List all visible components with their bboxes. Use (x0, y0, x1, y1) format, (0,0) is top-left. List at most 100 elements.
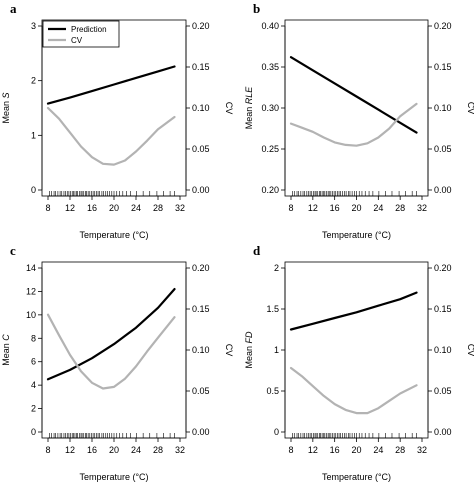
y-axis-title-variable: S (1, 92, 11, 98)
y-right-axis-title: CV (466, 344, 474, 357)
y-right-tick-label: 0.05 (192, 386, 210, 396)
y-tick-label: 4 (31, 380, 36, 390)
y-right-tick-label: 0.20 (434, 263, 452, 273)
x-tick-label: 32 (417, 445, 427, 455)
y-tick-label: 2 (31, 404, 36, 414)
y-right-tick-label: 0.05 (192, 144, 210, 154)
y-right-tick-label: 0.15 (434, 62, 452, 72)
rug-ticks (49, 433, 175, 438)
panel-d: 8 12 16 20 24 28 32 Temperature (°C) 0 0.5 1 1.5 2 Me… (244, 243, 474, 482)
y-tick-label: 0 (31, 427, 36, 437)
y-right-tick-label: 0.20 (192, 263, 210, 273)
y-right-tick-label: 0.00 (192, 185, 210, 195)
x-tick-label: 12 (308, 203, 318, 213)
y-right-tick-label: 0.15 (192, 62, 210, 72)
y-axis-right: 0.00 0.05 0.10 0.15 0.20 (427, 21, 452, 195)
x-tick-label: 12 (65, 203, 75, 213)
y-tick-label: 12 (26, 286, 36, 296)
x-tick-label: 32 (175, 203, 185, 213)
x-axis-title: Temperature (°C) (79, 472, 148, 482)
prediction-series-line (46, 288, 176, 381)
cv-series-line (289, 366, 418, 415)
y-tick-label: 1 (274, 345, 279, 355)
cv-series-line (46, 313, 176, 390)
y-axis-right: 0.00 0.05 0.10 0.15 0.20 (185, 263, 210, 437)
y-right-tick-label: 0.20 (434, 21, 452, 31)
y-tick-label: 2 (31, 76, 36, 86)
y-tick-label: 0 (31, 185, 36, 195)
prediction-series-line (289, 291, 418, 331)
x-tick-label: 16 (87, 203, 97, 213)
x-tick-label: 24 (373, 203, 383, 213)
y-tick-label: 3 (31, 21, 36, 31)
panel-label: b (253, 1, 260, 16)
x-tick-label: 12 (65, 445, 75, 455)
cv-series-line (46, 106, 176, 166)
x-tick-label: 12 (308, 445, 318, 455)
x-tick-label: 28 (153, 445, 163, 455)
y-axis-title-prefix: Mean (1, 341, 11, 366)
y-axis-title-variable: C (1, 334, 11, 341)
y-tick-label: 0.35 (261, 62, 279, 72)
y-tick-label: 6 (31, 357, 36, 367)
y-axis-left: 0 2 4 6 8 10 12 14 (26, 263, 43, 437)
y-tick-label: 0 (274, 427, 279, 437)
y-axis-title-variable: RLE (244, 86, 254, 105)
y-right-axis-title: CV (224, 102, 234, 115)
y-right-axis-title: CV (224, 344, 234, 357)
x-tick-label: 8 (288, 203, 293, 213)
y-right-tick-label: 0.10 (434, 345, 452, 355)
x-tick-label: 8 (45, 203, 50, 213)
x-tick-label: 20 (351, 445, 361, 455)
y-axis-title-prefix: Mean (244, 343, 254, 368)
x-tick-label: 16 (330, 445, 340, 455)
rug-ticks (292, 191, 417, 196)
x-axis: 8 12 16 20 24 28 32 (45, 195, 185, 213)
y-right-tick-label: 0.05 (434, 386, 452, 396)
legend: Prediction CV (42, 20, 120, 48)
y-axis-title: Mean RLE (244, 86, 254, 130)
y-tick-label: 1.5 (266, 304, 279, 314)
y-axis-title: Mean FD (244, 331, 254, 369)
prediction-series-line (46, 65, 176, 105)
y-axis-title-prefix: Mean (244, 104, 254, 129)
y-axis-left: 0.20 0.25 0.30 0.35 0.40 (261, 21, 286, 195)
y-right-tick-label: 0.20 (192, 21, 210, 31)
y-right-axis-title: CV (466, 102, 474, 115)
x-tick-label: 28 (395, 203, 405, 213)
y-tick-label: 0.25 (261, 144, 279, 154)
panel-label: c (10, 243, 16, 258)
x-tick-label: 20 (109, 445, 119, 455)
y-tick-label: 0.40 (261, 21, 279, 31)
x-tick-label: 28 (153, 203, 163, 213)
y-right-tick-label: 0.00 (192, 427, 210, 437)
y-tick-label: 1 (31, 130, 36, 140)
x-tick-label: 28 (395, 445, 405, 455)
y-tick-label: 10 (26, 310, 36, 320)
x-tick-label: 32 (175, 445, 185, 455)
y-right-tick-label: 0.00 (434, 427, 452, 437)
x-tick-label: 16 (87, 445, 97, 455)
x-tick-label: 24 (131, 445, 141, 455)
y-tick-label: 14 (26, 263, 36, 273)
legend-label: CV (71, 36, 83, 45)
y-axis-right: 0.00 0.05 0.10 0.15 0.20 (185, 21, 210, 195)
y-tick-label: 0.30 (261, 103, 279, 113)
y-axis-title: Mean S (1, 92, 11, 123)
x-tick-label: 32 (417, 203, 427, 213)
x-tick-label: 24 (131, 203, 141, 213)
prediction-series-line (289, 56, 418, 134)
x-axis-title: Temperature (°C) (322, 472, 391, 482)
y-right-tick-label: 0.10 (192, 345, 210, 355)
y-tick-label: 0.20 (261, 185, 279, 195)
x-tick-label: 16 (330, 203, 340, 213)
y-right-tick-label: 0.15 (192, 304, 210, 314)
y-axis-title-variable: FD (244, 331, 254, 343)
x-tick-label: 24 (373, 445, 383, 455)
y-tick-label: 0.5 (266, 386, 279, 396)
x-tick-label: 8 (288, 445, 293, 455)
x-tick-label: 8 (45, 445, 50, 455)
y-axis-right: 0.00 0.05 0.10 0.15 0.20 (427, 263, 452, 437)
